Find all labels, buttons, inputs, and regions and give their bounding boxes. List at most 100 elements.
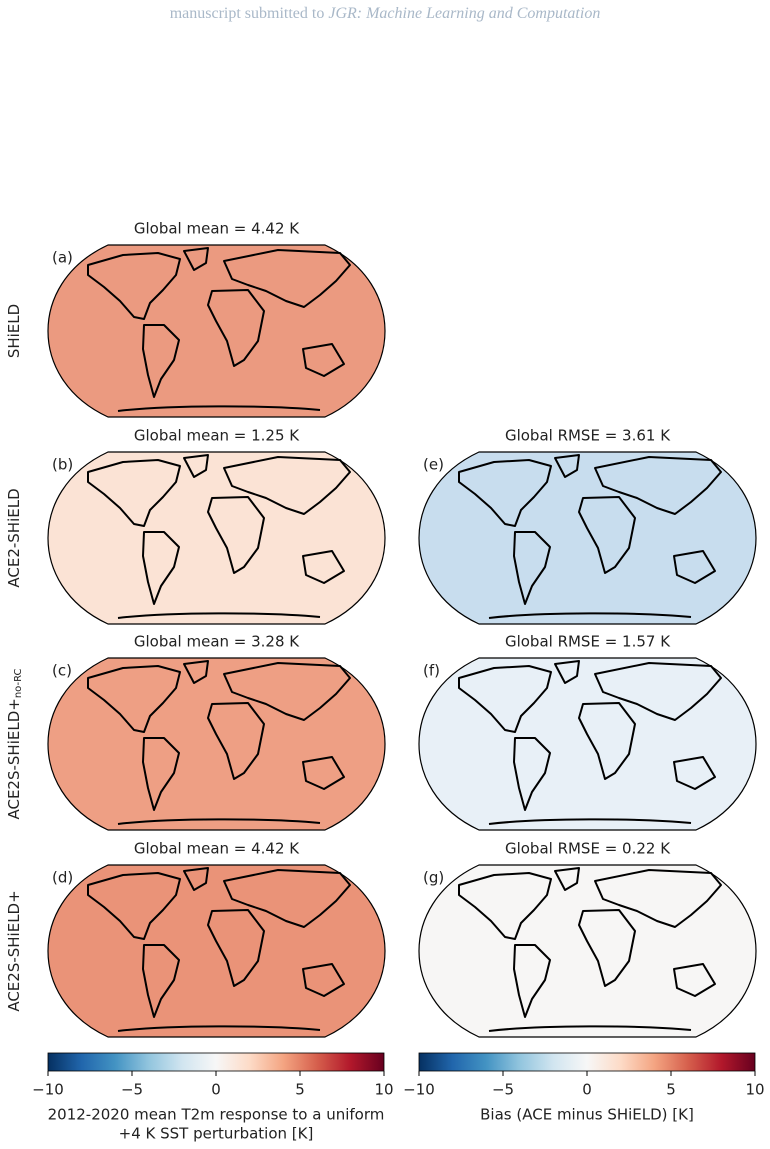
land	[594, 662, 722, 721]
journal: JGR: Machine Learning and Computation	[328, 5, 600, 22]
colorbar-tick-label: 10	[374, 1081, 393, 1099]
map-panel	[47, 657, 386, 831]
map-ocean	[48, 865, 385, 1037]
colorbar-tick-label: 10	[745, 1081, 764, 1099]
land	[223, 869, 351, 928]
land	[673, 756, 716, 790]
land	[302, 343, 345, 377]
land	[142, 531, 180, 605]
land	[87, 872, 181, 940]
land	[223, 249, 351, 308]
colorbar-tick-label: −5	[492, 1081, 514, 1099]
land	[207, 496, 265, 574]
row-label-text: SHiELD	[5, 304, 23, 358]
panel-title: Global mean = 1.25 K	[134, 427, 300, 445]
colorbar	[47, 1052, 385, 1072]
panel-letter: (d)	[52, 869, 73, 887]
map-ocean	[48, 245, 385, 417]
panel-title: Global RMSE = 0.22 K	[505, 840, 671, 858]
map-border	[47, 451, 386, 625]
row-label: SHiELD	[5, 304, 23, 358]
colorbar-tick-label: 0	[211, 1081, 221, 1099]
land	[554, 454, 580, 478]
map-ocean	[48, 452, 385, 624]
colorbar-tick-label: 0	[582, 1081, 592, 1099]
land	[488, 1025, 692, 1032]
colorbar-tick-label: −10	[32, 1081, 64, 1099]
land	[554, 660, 580, 684]
map-ocean	[48, 658, 385, 830]
panel-title: Global mean = 4.42 K	[134, 220, 300, 238]
land	[673, 550, 716, 584]
land	[183, 867, 209, 891]
row-label-text: ACE2-SHiELD	[5, 488, 23, 587]
land	[513, 944, 551, 1018]
land	[458, 665, 552, 733]
colorbar-tick-label: −5	[121, 1081, 143, 1099]
land	[488, 818, 692, 825]
land	[578, 702, 636, 780]
land	[673, 963, 716, 997]
land	[87, 252, 181, 320]
land	[302, 756, 345, 790]
land	[488, 612, 692, 619]
land	[183, 247, 209, 271]
land	[117, 1025, 321, 1032]
land	[142, 324, 180, 398]
map-panel	[47, 244, 386, 418]
header: manuscript submitted to JGR: Machine Lea…	[170, 5, 601, 22]
maps	[47, 244, 757, 1038]
land	[117, 612, 321, 619]
land	[87, 665, 181, 733]
land	[513, 737, 551, 811]
land	[513, 531, 551, 605]
colorbar-tick-label: 5	[666, 1081, 676, 1099]
panel-letter: (c)	[52, 662, 72, 680]
header-text: manuscript submitted to	[170, 5, 329, 22]
panel-title: Global RMSE = 1.57 K	[505, 633, 671, 651]
map-panel	[418, 451, 757, 625]
panel-title: Global RMSE = 3.61 K	[505, 427, 671, 445]
map-ocean	[419, 658, 756, 830]
colorbar-tick-label: −10	[403, 1081, 435, 1099]
land	[207, 909, 265, 987]
row-label-subscript: no-RC	[13, 668, 24, 698]
row-label-text: ACE2S-SHiELD+	[5, 698, 23, 819]
panel-letter: (a)	[52, 249, 73, 267]
land	[183, 454, 209, 478]
colorbar-label: +4 K SST perturbation [K]	[119, 1125, 314, 1143]
panel-letter: (e)	[423, 456, 444, 474]
land	[458, 872, 552, 940]
map-ocean	[419, 452, 756, 624]
map-panel	[418, 657, 757, 831]
land	[183, 660, 209, 684]
land	[594, 869, 722, 928]
map-border	[418, 657, 757, 831]
land	[458, 459, 552, 527]
row-label: ACE2-SHiELD	[5, 488, 23, 587]
land	[142, 737, 180, 811]
map-border	[418, 451, 757, 625]
map-panel	[418, 864, 757, 1038]
panel-title: Global mean = 3.28 K	[134, 633, 300, 651]
map-border	[418, 864, 757, 1038]
land	[87, 459, 181, 527]
map-border	[47, 244, 386, 418]
colorbar-label: Bias (ACE minus SHiELD) [K]	[480, 1106, 694, 1124]
map-ocean	[419, 865, 756, 1037]
colorbar-label: 2012-2020 mean T2m response to a uniform	[48, 1106, 385, 1124]
land	[117, 818, 321, 825]
panel-letter: (b)	[52, 456, 73, 474]
map-border	[47, 864, 386, 1038]
panel-title: Global mean = 4.42 K	[134, 840, 300, 858]
land	[594, 456, 722, 515]
land	[142, 944, 180, 1018]
land	[578, 496, 636, 574]
colorbar	[418, 1052, 756, 1072]
land	[207, 289, 265, 367]
map-border	[47, 657, 386, 831]
land	[207, 702, 265, 780]
land	[117, 405, 321, 412]
map-panel	[47, 864, 386, 1038]
